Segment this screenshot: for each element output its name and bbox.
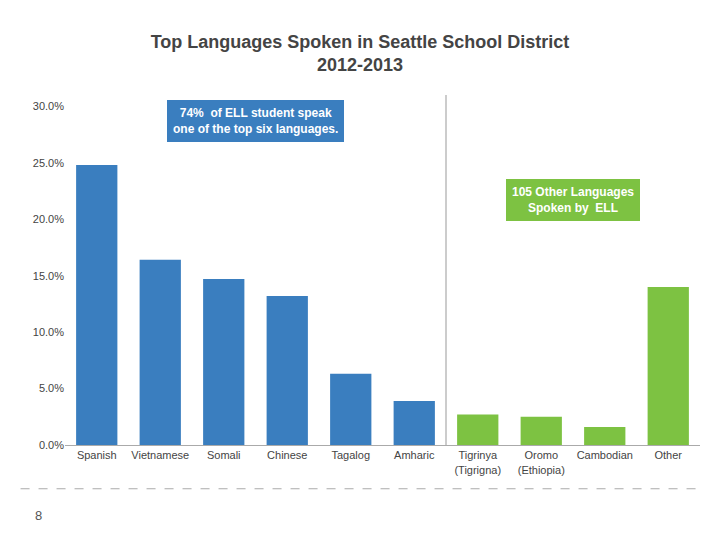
svg-text:5.0%: 5.0% xyxy=(39,382,64,394)
svg-text:25.0%: 25.0% xyxy=(33,157,64,169)
svg-text:Cambodian: Cambodian xyxy=(577,449,633,461)
svg-text:Tagalog: Tagalog xyxy=(331,449,370,461)
svg-text:10.0%: 10.0% xyxy=(33,326,64,338)
svg-text:Vietnamese: Vietnamese xyxy=(131,449,189,461)
svg-text:30.0%: 30.0% xyxy=(33,100,64,112)
svg-text:8: 8 xyxy=(35,508,42,523)
svg-text:Spanish: Spanish xyxy=(77,449,117,461)
svg-text:15.0%: 15.0% xyxy=(33,270,64,282)
svg-text:0.0%: 0.0% xyxy=(39,439,64,451)
svg-text:Chinese: Chinese xyxy=(267,449,307,461)
svg-text:Oromo(Ethiopia): Oromo(Ethiopia) xyxy=(518,449,565,475)
svg-text:Top Languages Spoken in Seattl: Top Languages Spoken in Seattle School D… xyxy=(151,32,570,75)
svg-text:Other: Other xyxy=(654,449,682,461)
svg-text:74% of ELL student speakone o: 74% of ELL student speakone of the top s… xyxy=(173,106,338,136)
svg-text:Amharic: Amharic xyxy=(394,449,435,461)
svg-text:105 Other LanguagesSpoken by: 105 Other LanguagesSpoken by ELL xyxy=(512,185,634,215)
svg-text:20.0%: 20.0% xyxy=(33,213,64,225)
svg-text:Tigrinya(Tigrigna): Tigrinya(Tigrigna) xyxy=(454,449,501,475)
svg-text:Somali: Somali xyxy=(207,449,241,461)
